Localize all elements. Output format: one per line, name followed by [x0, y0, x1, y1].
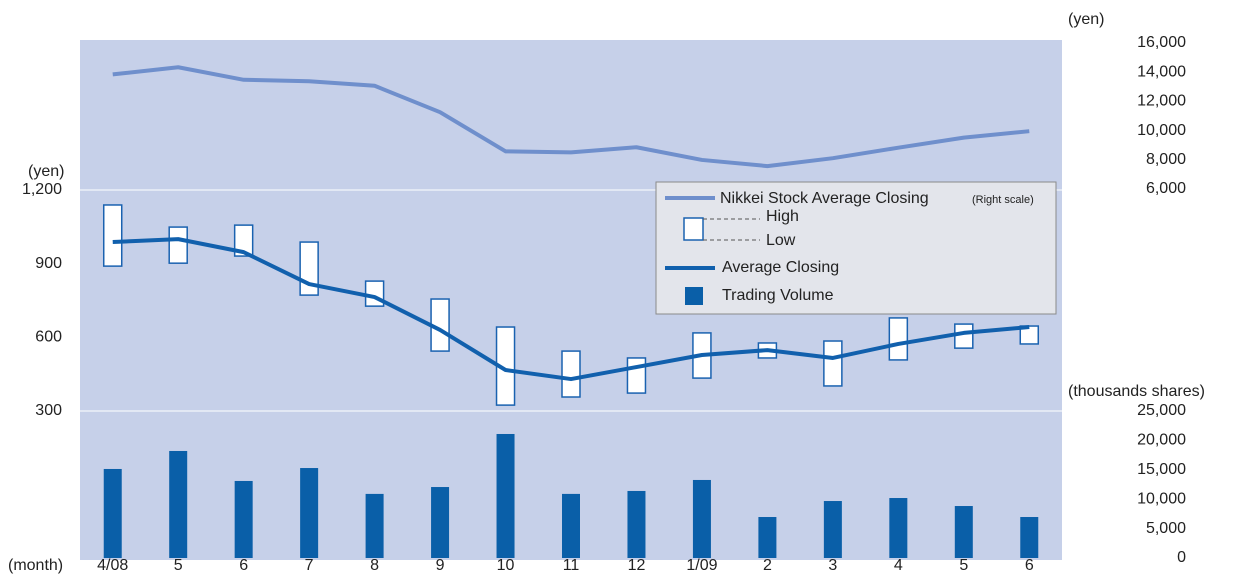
bar — [234, 480, 253, 558]
x-tick-label: 4/08 — [97, 557, 128, 574]
bar — [692, 479, 711, 558]
y3ticks-tick-label: 15,000 — [1137, 461, 1186, 478]
candle — [823, 340, 843, 387]
x-axis-label: (month) — [8, 557, 63, 574]
candle — [626, 357, 647, 394]
y2ticks-tick-label: 12,000 — [1137, 93, 1186, 110]
y2ticks-tick-label: 8,000 — [1146, 151, 1186, 168]
candle — [561, 350, 581, 398]
y-axis-label: (yen) — [28, 163, 64, 180]
y-tick-label: 900 — [35, 255, 62, 272]
candle — [888, 317, 909, 361]
legend-label: High — [766, 208, 799, 225]
bar — [954, 506, 973, 558]
x-tick-label: 1/09 — [686, 557, 717, 574]
bar — [1020, 517, 1039, 558]
x-tick-label: 6 — [239, 557, 248, 574]
candle — [168, 226, 188, 264]
legend-label: Trading Volume — [722, 287, 834, 304]
bar — [889, 498, 908, 558]
bar — [627, 490, 646, 558]
legend-label: Nikkei Stock Average Closing — [720, 190, 929, 207]
y3ticks-tick-label: 0 — [1177, 549, 1186, 566]
bar — [169, 450, 188, 558]
x-tick-label: 4 — [894, 557, 903, 574]
x-tick-label: 10 — [497, 557, 515, 574]
candle — [1019, 325, 1040, 345]
legend-note: (Right scale) — [972, 194, 1034, 206]
bar — [823, 501, 842, 558]
y2-axis-label: (yen) — [1068, 11, 1104, 28]
legend-label: Low — [766, 232, 796, 249]
bar — [103, 468, 122, 558]
x-tick-label: 5 — [959, 557, 968, 574]
bar — [365, 493, 384, 558]
bar — [300, 468, 319, 558]
bar — [562, 493, 580, 558]
x-tick-label: 7 — [305, 557, 314, 574]
legend-candle — [683, 217, 704, 241]
y3-axis-label: (thousands shares) — [1068, 383, 1205, 400]
x-tick-label: 5 — [174, 557, 183, 574]
y2ticks-tick-label: 16,000 — [1137, 34, 1186, 51]
legend-label: Average Closing — [722, 259, 839, 276]
legend-box — [655, 181, 1057, 315]
y3ticks-tick-label: 10,000 — [1137, 490, 1186, 507]
legend: Nikkei Stock Average Closing (Right scal… — [655, 181, 1057, 315]
x-tick-label: 8 — [370, 557, 379, 574]
x-tick-label: 2 — [763, 557, 772, 574]
line — [112, 65, 1030, 169]
line — [112, 237, 1030, 382]
bar — [431, 487, 450, 558]
y3ticks-tick-label: 20,000 — [1137, 432, 1186, 449]
legend-swatch — [685, 287, 703, 305]
x-tick-label: 12 — [628, 557, 646, 574]
x-tick-label: 3 — [828, 557, 837, 574]
y-tick-label: 300 — [35, 402, 62, 419]
bar — [496, 433, 515, 558]
y-tick-label: 600 — [35, 329, 62, 346]
candle — [102, 204, 123, 267]
x-tick-label: 11 — [563, 557, 580, 574]
y2ticks-tick-label: 10,000 — [1137, 122, 1186, 139]
x-tick-label: 6 — [1025, 557, 1034, 574]
y2ticks-tick-label: 6,000 — [1146, 180, 1186, 197]
candle — [954, 323, 974, 349]
y3ticks-tick-label: 5,000 — [1146, 520, 1186, 537]
y3ticks-tick-label: 25,000 — [1137, 402, 1186, 419]
candle — [233, 224, 254, 257]
y2ticks-tick-label: 14,000 — [1137, 63, 1186, 80]
bar — [758, 517, 777, 558]
y-tick-label: 1,200 — [22, 181, 62, 198]
x-tick-label: 9 — [436, 557, 445, 574]
